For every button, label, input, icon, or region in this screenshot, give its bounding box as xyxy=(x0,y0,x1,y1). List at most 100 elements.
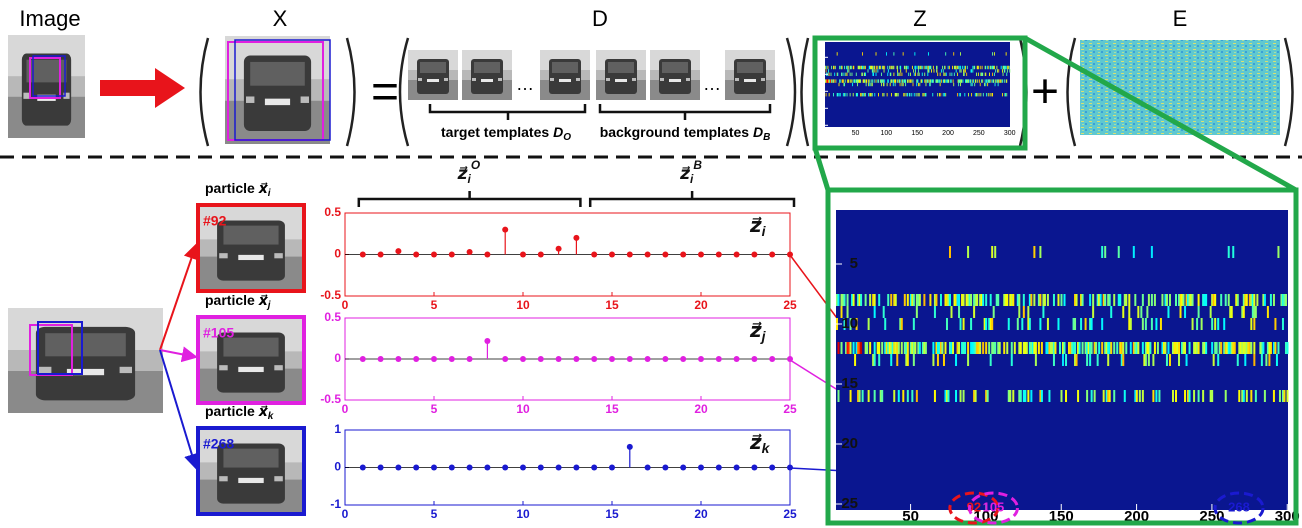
cell xyxy=(874,93,875,96)
cell xyxy=(951,79,952,82)
stem-dot xyxy=(484,252,490,258)
cell xyxy=(902,390,904,402)
cell xyxy=(1060,390,1062,402)
arrow xyxy=(100,68,185,108)
cell xyxy=(1098,342,1100,354)
cell xyxy=(1020,342,1022,354)
cell xyxy=(934,306,936,318)
stem-dot xyxy=(502,227,508,233)
cell xyxy=(918,83,919,86)
cell xyxy=(888,79,889,82)
target-templates: target templates DO xyxy=(441,124,571,143)
symbol: z⃗ xyxy=(457,164,468,183)
stem-dot xyxy=(520,465,526,471)
cell xyxy=(924,73,925,76)
y-tick-label: -0.5 xyxy=(320,392,341,406)
cell xyxy=(898,93,899,96)
cell xyxy=(1255,390,1257,402)
cell xyxy=(1044,294,1046,306)
cell xyxy=(1064,342,1066,354)
x-tick-label: 100 xyxy=(881,130,893,137)
stem-dot xyxy=(467,249,473,255)
cell xyxy=(919,73,920,76)
cell xyxy=(1092,294,1094,306)
x-label: X xyxy=(273,6,288,31)
cell xyxy=(1001,66,1002,69)
cell xyxy=(893,73,894,76)
cell xyxy=(985,342,987,354)
cell xyxy=(1039,246,1041,258)
cell xyxy=(1250,390,1252,402)
cell xyxy=(1005,93,1006,96)
stem-dot xyxy=(627,252,633,258)
cell xyxy=(913,69,914,72)
cell xyxy=(987,79,988,82)
cell xyxy=(848,66,849,69)
cell xyxy=(1228,294,1230,306)
cell xyxy=(845,93,846,96)
cell xyxy=(828,69,829,72)
cell xyxy=(915,69,916,72)
cell xyxy=(995,69,996,72)
cell xyxy=(905,79,906,82)
cell xyxy=(1186,354,1188,366)
cell xyxy=(1220,342,1222,354)
sub: j xyxy=(760,328,767,344)
cell xyxy=(874,390,876,402)
cell xyxy=(907,342,909,354)
cell xyxy=(1027,390,1029,402)
cell xyxy=(976,73,977,76)
cell xyxy=(882,93,883,96)
cell xyxy=(931,69,932,72)
cell xyxy=(975,390,977,402)
cell xyxy=(1134,294,1136,306)
cell xyxy=(980,66,981,69)
cell xyxy=(1184,390,1186,402)
arrow xyxy=(160,350,196,468)
cell xyxy=(837,93,838,96)
cell xyxy=(1166,354,1168,366)
cell xyxy=(929,79,930,82)
cell xyxy=(874,294,876,306)
cell xyxy=(990,79,991,82)
cell xyxy=(866,83,867,86)
template xyxy=(725,50,775,100)
cell xyxy=(1145,318,1147,330)
cell xyxy=(1122,306,1124,318)
cell xyxy=(1286,342,1288,354)
cell xyxy=(1074,318,1076,330)
top-row: Image X D Z E = … … target templates DO … xyxy=(8,6,1293,148)
cell xyxy=(972,69,973,72)
cell xyxy=(1082,294,1084,306)
stem-dot xyxy=(556,246,562,252)
cell xyxy=(1142,318,1144,330)
cell xyxy=(878,342,880,354)
cell xyxy=(933,66,934,69)
cell xyxy=(1184,342,1186,354)
cell xyxy=(985,294,987,306)
y-tick-label: 10 xyxy=(841,315,858,332)
stem-dot xyxy=(609,465,615,471)
stem-dot xyxy=(591,252,597,258)
cell xyxy=(993,79,994,82)
cell xyxy=(958,342,960,354)
cell xyxy=(1091,318,1093,330)
cell xyxy=(1274,318,1276,330)
brace xyxy=(600,104,770,120)
x-tick-label: 15 xyxy=(605,298,619,312)
cell xyxy=(1130,342,1132,354)
cell xyxy=(868,390,870,402)
cell xyxy=(857,93,858,96)
cell xyxy=(861,93,862,96)
cell xyxy=(1253,318,1255,330)
stem-dot xyxy=(484,465,490,471)
cell xyxy=(855,79,856,82)
cell xyxy=(948,79,949,82)
cell xyxy=(1139,390,1141,402)
cell xyxy=(848,79,849,82)
cell xyxy=(1155,318,1157,330)
cell xyxy=(940,79,941,82)
cell xyxy=(837,73,838,76)
paren xyxy=(787,38,795,146)
cell xyxy=(1064,294,1066,306)
